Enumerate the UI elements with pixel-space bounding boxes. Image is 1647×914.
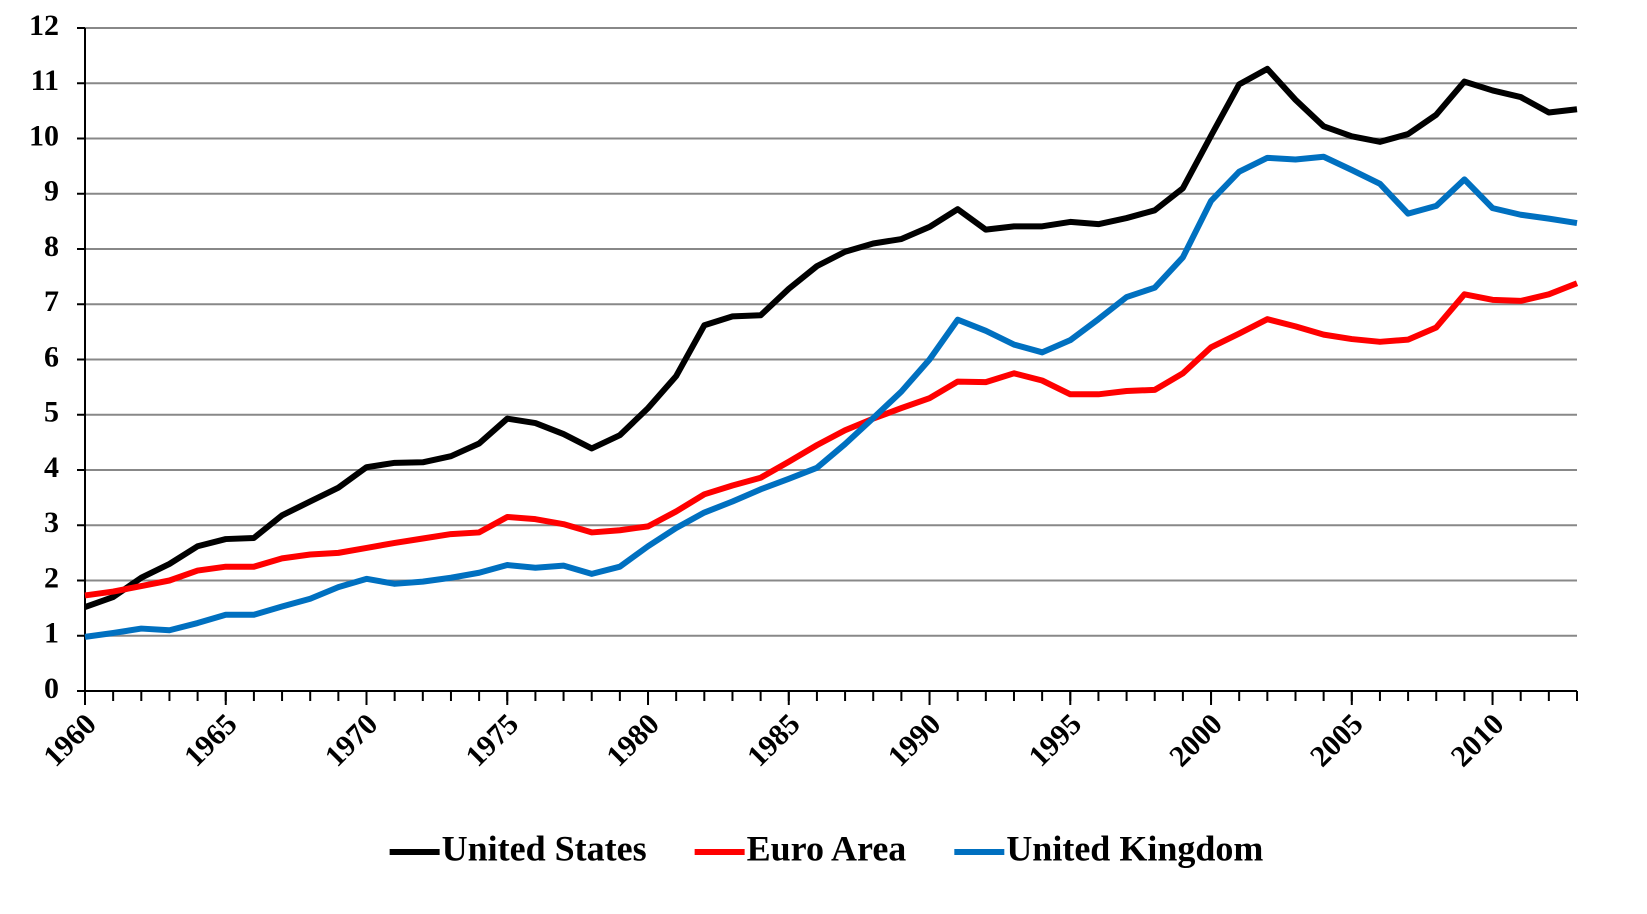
x-tick-label: 1980 [600, 707, 666, 773]
x-tick-label: 1995 [1022, 707, 1088, 773]
x-tick-label: 1965 [178, 707, 244, 773]
y-tick-label: 9 [44, 175, 59, 208]
y-tick-label: 11 [31, 64, 59, 97]
series-line [84, 65, 1578, 610]
x-tick-label: 2010 [1445, 707, 1511, 773]
y-tick-label: 10 [29, 119, 59, 152]
x-tick-label: 1985 [741, 707, 807, 773]
x-tick-label: 2005 [1304, 707, 1370, 773]
y-tick-label: 1 [44, 617, 59, 650]
x-tick-label: 1970 [319, 707, 385, 773]
y-tick-label: 8 [44, 230, 59, 263]
x-tick-label: 1990 [882, 707, 948, 773]
legend-label: United Kingdom [1006, 828, 1263, 868]
series-line [84, 280, 1579, 599]
series-line [84, 153, 1578, 640]
y-tick-label: 4 [44, 451, 59, 484]
y-tick-label: 6 [44, 340, 59, 373]
x-tick-label: 1975 [459, 707, 525, 773]
y-tick-label: 7 [44, 285, 59, 318]
y-tick-label: 2 [44, 561, 59, 594]
x-tick-label: 1960 [37, 707, 103, 773]
y-tick-label: 12 [29, 9, 59, 42]
legend-label: United States [442, 828, 647, 868]
y-tick-label: 0 [44, 672, 59, 705]
x-tick-label: 2000 [1163, 707, 1229, 773]
y-tick-label: 5 [44, 396, 59, 429]
y-tick-label: 3 [44, 506, 59, 539]
legend-label: Euro Area [747, 828, 907, 868]
